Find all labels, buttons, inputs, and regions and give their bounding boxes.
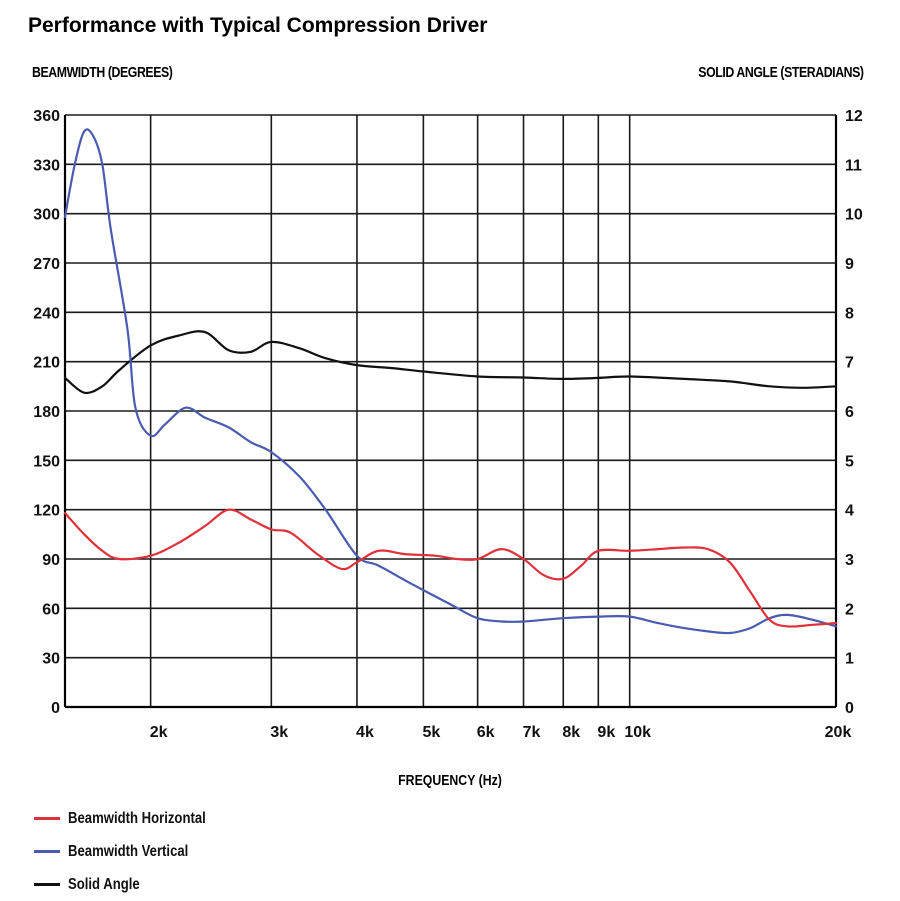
y-tick-label-left: 330: [33, 157, 60, 174]
y-tick-label-right: 7: [845, 355, 854, 372]
y-tick-label-left: 180: [33, 404, 60, 421]
y-tick-label-left: 270: [33, 256, 60, 273]
x-tick-label: 4k: [356, 724, 374, 741]
legend-swatch-vertical: [34, 850, 60, 853]
y-tick-label-left: 0: [51, 700, 60, 717]
y-tick-label-left: 360: [33, 108, 60, 125]
tick-labels: 0306090120150180210240270300330360012345…: [33, 108, 863, 741]
y-axis-title-right: SOLID ANGLE (STERADIANS): [698, 64, 865, 81]
y-tick-label-left: 210: [33, 355, 60, 372]
y-tick-label-right: 6: [845, 404, 854, 421]
series-line-beamwidth-horizontal: [63, 508, 838, 628]
legend-swatch-solid-angle: [34, 883, 60, 886]
legend-swatch-horizontal: [34, 817, 60, 820]
y-tick-label-left: 90: [42, 552, 60, 569]
series-line-solid-angle: [63, 330, 838, 395]
x-tick-label: 7k: [523, 724, 541, 741]
y-tick-label-left: 300: [33, 207, 60, 224]
y-tick-label-right: 0: [845, 700, 854, 717]
y-tick-label-right: 5: [845, 453, 854, 470]
y-tick-label-right: 1: [845, 651, 854, 668]
y-tick-label-left: 60: [42, 601, 60, 618]
legend: Beamwidth Horizontal Beamwidth Vertical …: [34, 802, 236, 901]
x-tick-label: 9k: [597, 724, 615, 741]
x-tick-label: 8k: [562, 724, 580, 741]
legend-item-solid-angle: Solid Angle: [34, 868, 236, 901]
x-tick-label: 3k: [270, 724, 288, 741]
y-tick-label-right: 11: [845, 157, 862, 174]
y-tick-label-right: 2: [845, 601, 854, 618]
legend-label-vertical: Beamwidth Vertical: [68, 842, 189, 860]
y-tick-label-right: 12: [845, 108, 863, 125]
y-tick-label-right: 4: [845, 503, 854, 520]
legend-label-solid-angle: Solid Angle: [68, 875, 140, 893]
y-tick-label-left: 120: [33, 503, 60, 520]
y-tick-label-left: 240: [33, 305, 60, 322]
y-tick-label-right: 3: [845, 552, 854, 569]
chart-title: Performance with Typical Compression Dri…: [28, 14, 488, 37]
legend-item-vertical: Beamwidth Vertical: [34, 835, 236, 868]
y-tick-label-right: 10: [845, 207, 863, 224]
y-tick-label-right: 8: [845, 305, 854, 322]
x-tick-label: 10k: [624, 724, 651, 741]
y-tick-label-left: 150: [33, 453, 60, 470]
y-axis-title-left: BEAMWIDTH (DEGREES): [32, 64, 173, 81]
legend-item-horizontal: Beamwidth Horizontal: [34, 802, 236, 835]
x-tick-label: 5k: [422, 724, 440, 741]
series-layer: [63, 128, 838, 635]
legend-label-horizontal: Beamwidth Horizontal: [68, 809, 206, 827]
x-tick-label: 2k: [150, 724, 168, 741]
y-tick-label-left: 30: [42, 651, 60, 668]
x-tick-label: 20k: [825, 724, 852, 741]
x-axis-title: FREQUENCY (Hz): [398, 772, 502, 789]
y-tick-label-right: 9: [845, 256, 854, 273]
x-tick-label: 6k: [477, 724, 495, 741]
